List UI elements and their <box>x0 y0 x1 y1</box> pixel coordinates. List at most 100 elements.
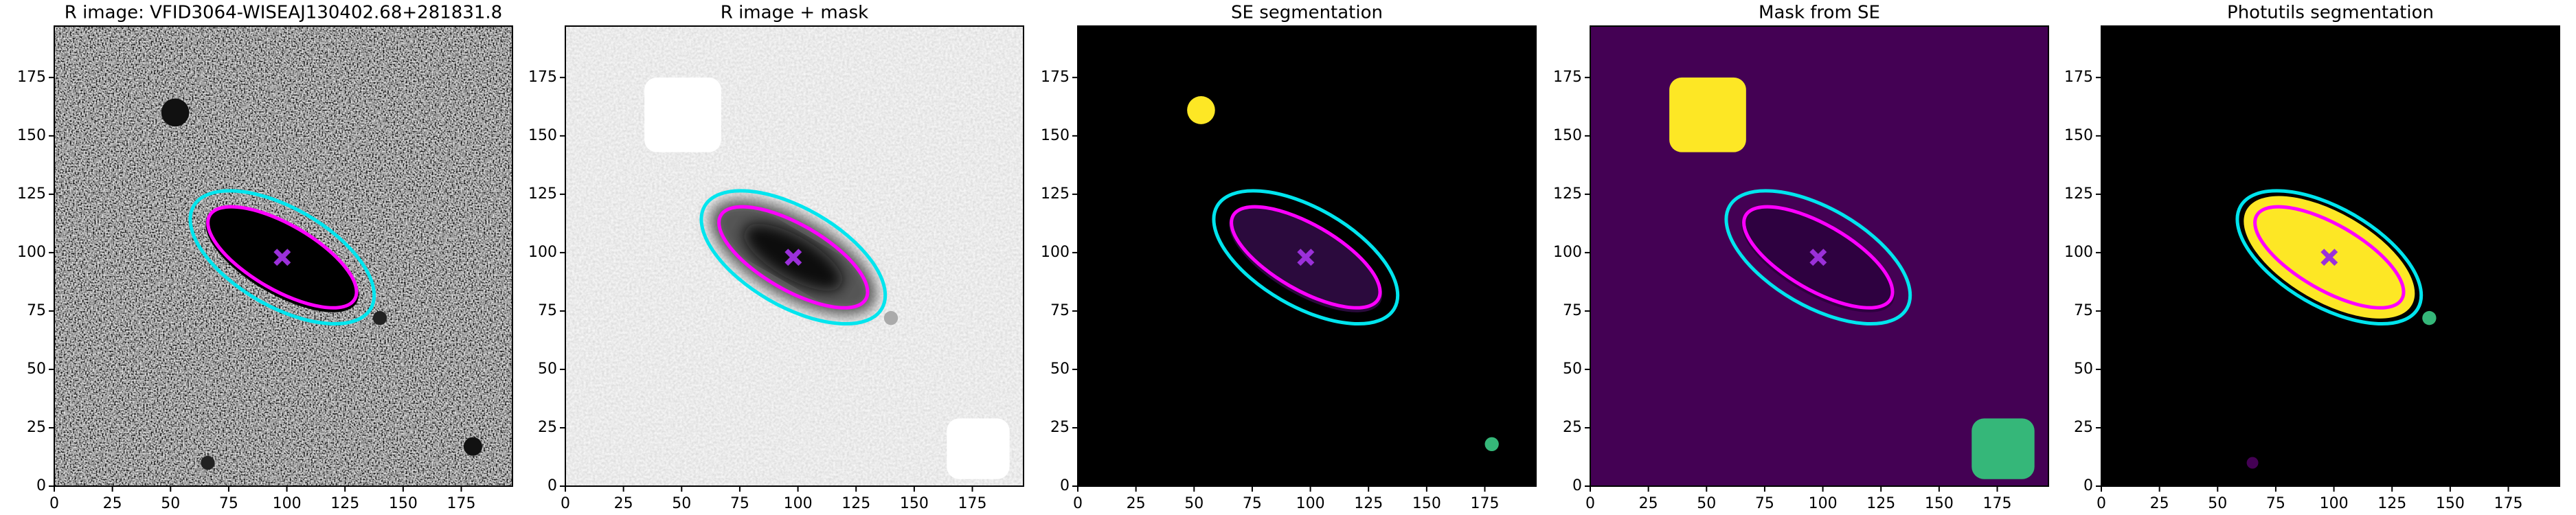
source <box>1187 96 1215 124</box>
axes-frame <box>565 25 1024 487</box>
y-tick-label: 50 <box>2074 360 2093 378</box>
x-tick-label: 100 <box>1296 495 1325 512</box>
x-tick-label: 50 <box>1184 495 1204 512</box>
y-tick-label: 100 <box>17 244 46 261</box>
x-tick-label: 50 <box>161 495 180 512</box>
x-tick-label: 175 <box>2494 495 2523 512</box>
aperture-ellipse <box>2235 189 2424 326</box>
x-tick-label: 75 <box>1755 495 1774 512</box>
panel-title: Photutils segmentation <box>2227 3 2434 23</box>
y-tick-label: 75 <box>1563 302 1582 319</box>
y-tick-label: 25 <box>1050 419 1070 436</box>
image <box>565 26 1024 486</box>
source <box>161 98 190 127</box>
panel-title: Mask from SE <box>1759 3 1880 23</box>
x-tick-label: 100 <box>784 495 813 512</box>
x-tick-label: 125 <box>330 495 359 512</box>
x-tick-label: 125 <box>1354 495 1383 512</box>
x-tick-label: 25 <box>1639 495 1658 512</box>
y-tick-label: 150 <box>1553 127 1582 144</box>
x-tick-label: 150 <box>1925 495 1954 512</box>
source <box>201 455 215 470</box>
center-marker <box>2320 249 2338 266</box>
aperture-ellipse <box>1724 189 1912 326</box>
mask-region <box>1971 418 2035 479</box>
y-tick-label: 0 <box>547 477 557 494</box>
image <box>1078 26 1536 486</box>
image <box>2101 26 2560 486</box>
panel-title: SE segmentation <box>1231 3 1383 23</box>
x-tick-label: 0 <box>1073 495 1083 512</box>
x-tick-label: 0 <box>1585 495 1595 512</box>
mask-region <box>1669 77 1746 152</box>
x-tick-label: 150 <box>2436 495 2465 512</box>
y-tick-label: 25 <box>27 419 46 436</box>
x-tick-label: 100 <box>2320 495 2349 512</box>
aperture-ellipse <box>1742 205 1895 310</box>
aperture-ellipse <box>2253 205 2406 310</box>
x-tick-label: 150 <box>1412 495 1441 512</box>
y-tick-label: 150 <box>528 127 557 144</box>
source <box>1484 437 1499 451</box>
aperture-ellipse <box>1230 205 1382 310</box>
axes-frame <box>54 25 513 487</box>
aperture-ellipse <box>206 205 359 310</box>
y-tick-label: 50 <box>1563 360 1582 378</box>
x-tick-label: 25 <box>1127 495 1146 512</box>
x-tick-label: 0 <box>561 495 570 512</box>
x-tick-label: 175 <box>1471 495 1500 512</box>
x-tick-label: 100 <box>1809 495 1838 512</box>
y-tick-label: 175 <box>1041 69 1070 86</box>
panel: R image: VFID3064-WISEAJ130402.68+281831… <box>17 3 513 512</box>
y-tick-label: 100 <box>1553 244 1582 261</box>
y-tick-label: 150 <box>1041 127 1070 144</box>
x-tick-label: 125 <box>1866 495 1895 512</box>
y-tick-label: 100 <box>2064 244 2093 261</box>
y-tick-label: 75 <box>1050 302 1070 319</box>
y-tick-label: 125 <box>1553 185 1582 203</box>
y-tick-label: 25 <box>2074 419 2093 436</box>
axes-frame <box>1590 25 2049 487</box>
panel: Photutils segmentation 0 25 50 75 100 125 150 17… <box>2064 3 2560 512</box>
center-marker <box>1297 249 1315 266</box>
axes-frame <box>2101 25 2560 487</box>
x-tick-label: 0 <box>2097 495 2106 512</box>
panel-title: R image + mask <box>721 3 869 23</box>
y-tick-label: 125 <box>17 185 46 203</box>
center-marker <box>784 249 802 266</box>
y-tick-label: 50 <box>1050 360 1070 378</box>
y-tick-label: 175 <box>1553 69 1582 86</box>
center-marker <box>273 249 291 266</box>
y-tick-label: 0 <box>36 477 46 494</box>
aperture-ellipse <box>1212 189 1400 326</box>
x-tick-label: 150 <box>389 495 418 512</box>
y-tick-label: 150 <box>2064 127 2093 144</box>
y-tick-label: 125 <box>1041 185 1070 203</box>
x-tick-label: 75 <box>2266 495 2285 512</box>
image <box>1590 26 2048 486</box>
y-tick-label: 75 <box>538 302 557 319</box>
y-tick-label: 150 <box>17 127 46 144</box>
source <box>2422 310 2437 325</box>
y-tick-label: 25 <box>538 419 557 436</box>
x-tick-label: 175 <box>447 495 476 512</box>
x-tick-label: 75 <box>219 495 238 512</box>
y-tick-label: 125 <box>2064 185 2093 203</box>
x-tick-label: 100 <box>273 495 302 512</box>
x-tick-label: 125 <box>841 495 870 512</box>
center-marker <box>1809 249 1827 266</box>
source <box>372 310 387 325</box>
y-tick-label: 50 <box>27 360 46 378</box>
y-tick-label: 0 <box>2083 477 2093 494</box>
y-tick-label: 0 <box>1572 477 1582 494</box>
panel: R image + mask 0 25 50 75 100 125 150 175 0 25 50 75… <box>528 3 1024 512</box>
aperture-ellipse <box>188 189 376 326</box>
y-tick-label: 125 <box>528 185 557 203</box>
panel: Mask from SE 0 25 50 75 100 125 150 175 0 25 50 75 10… <box>1553 3 2049 512</box>
y-tick-label: 75 <box>27 302 46 319</box>
panel: SE segmentation 0 25 50 75 100 125 150 175 0 25 50 7… <box>1041 3 1537 512</box>
y-tick-label: 175 <box>2064 69 2093 86</box>
mask-region <box>644 77 721 152</box>
